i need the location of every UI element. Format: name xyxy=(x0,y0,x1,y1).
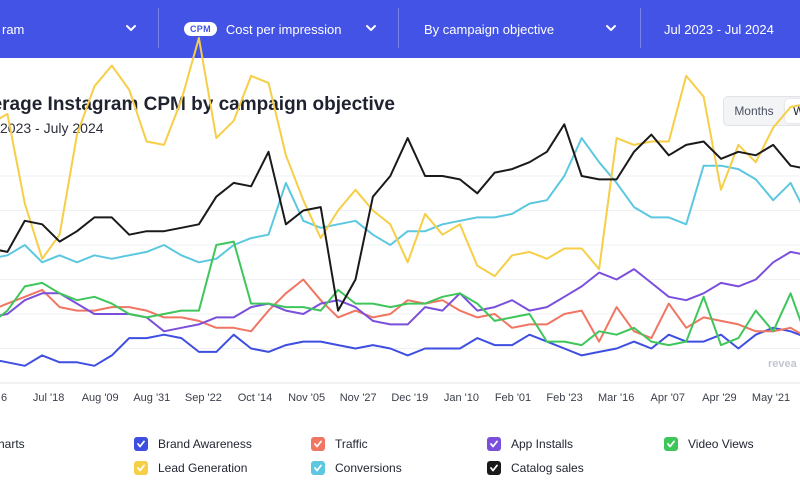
legend-label: App Installs xyxy=(511,437,574,451)
x-tick-label: Nov '27 xyxy=(340,392,377,404)
platform-label: ram xyxy=(2,21,25,37)
checkbox-icon[interactable] xyxy=(487,461,501,475)
legend-label: Traffic xyxy=(335,437,368,451)
x-tick-label: Oct '14 xyxy=(238,392,273,404)
series-line-app-installs xyxy=(0,250,800,333)
chevron-down-icon[interactable] xyxy=(124,21,138,35)
x-tick-label: May '21 xyxy=(752,392,790,404)
metric-label: Cost per impression xyxy=(225,21,342,37)
checkbox-icon[interactable] xyxy=(311,437,325,451)
toolbar-divider xyxy=(158,8,159,48)
x-tick-label: Aug '09 xyxy=(82,392,119,404)
series-line-conversions xyxy=(0,137,800,264)
series-line-video-views xyxy=(0,240,800,347)
x-tick-label: Mar '16 xyxy=(598,392,634,404)
legend-item-video-views[interactable]: Video Views xyxy=(664,437,754,451)
x-tick-label: Jul '18 xyxy=(33,392,64,404)
x-tick-label: 6 xyxy=(1,392,7,404)
series-line-traffic xyxy=(0,278,800,343)
x-axis-ticks: 6 Jul '18 Aug '09 Aug '31 Sep '22 Oct '14 Nov … xyxy=(1,392,790,404)
x-tick-label: Apr '07 xyxy=(651,392,686,404)
x-tick-label: Apr '29 xyxy=(702,392,737,404)
checkbox-icon[interactable] xyxy=(134,461,148,475)
chart-title: verage Instagram CPM by campaign objecti… xyxy=(0,94,395,115)
x-tick-label: Nov '05 xyxy=(288,392,325,404)
platform-dropdown[interactable]: ram xyxy=(2,0,24,58)
legend-label: Catalog sales xyxy=(511,461,584,475)
legend-item-brand-awareness[interactable]: Brand Awareness xyxy=(134,437,252,451)
legend-item-catalog-sales[interactable]: Catalog sales xyxy=(487,461,584,475)
series-line-lead-generation xyxy=(0,37,800,278)
months-button[interactable]: Months xyxy=(734,104,774,118)
legend-label: Conversions xyxy=(335,461,402,475)
series-lines xyxy=(0,37,800,367)
cpm-badge: CPM xyxy=(184,22,217,36)
checkbox-icon[interactable] xyxy=(487,437,501,451)
legend-label: Video Views xyxy=(688,437,754,451)
series-line-catalog-sales xyxy=(0,123,800,312)
legend-item-conversions[interactable]: Conversions xyxy=(311,461,402,475)
metric-dropdown[interactable]: CPM Cost per impression xyxy=(184,0,342,58)
legend-item-lead-generation[interactable]: Lead Generation xyxy=(134,461,247,475)
checkbox-icon[interactable] xyxy=(311,461,325,475)
series-line-brand-awareness xyxy=(0,326,800,367)
group-label: By campaign objective xyxy=(424,21,555,37)
x-tick-label: Aug '31 xyxy=(133,392,170,404)
legend-all-charts[interactable]: charts xyxy=(0,437,25,451)
toolbar-divider xyxy=(398,8,399,48)
x-tick-label: Feb '23 xyxy=(546,392,582,404)
x-tick-label: Sep '22 xyxy=(185,392,222,404)
group-dropdown[interactable]: By campaign objective xyxy=(424,0,554,58)
legend-label: Brand Awareness xyxy=(158,437,252,451)
date-range-label: Jul 2023 - Jul 2024 xyxy=(664,21,774,37)
date-range-dropdown[interactable]: Jul 2023 - Jul 2024 xyxy=(664,0,774,58)
legend-label: Lead Generation xyxy=(158,461,248,475)
checkbox-icon[interactable] xyxy=(134,437,148,451)
legend-all-label: charts xyxy=(0,437,25,451)
x-tick-label: Feb '01 xyxy=(495,392,531,404)
chevron-down-icon[interactable] xyxy=(364,21,378,35)
toolbar: ram CPM Cost per impression By campaign … xyxy=(0,0,800,58)
x-tick-label: Dec '19 xyxy=(391,392,428,404)
toolbar-divider xyxy=(640,8,641,48)
legend-item-app-installs[interactable]: App Installs xyxy=(487,437,573,451)
watermark: revea xyxy=(768,358,797,370)
x-tick-label: Jan '10 xyxy=(444,392,479,404)
legend-item-traffic[interactable]: Traffic xyxy=(311,437,368,451)
checkbox-icon[interactable] xyxy=(664,437,678,451)
chevron-down-icon[interactable] xyxy=(604,21,618,35)
